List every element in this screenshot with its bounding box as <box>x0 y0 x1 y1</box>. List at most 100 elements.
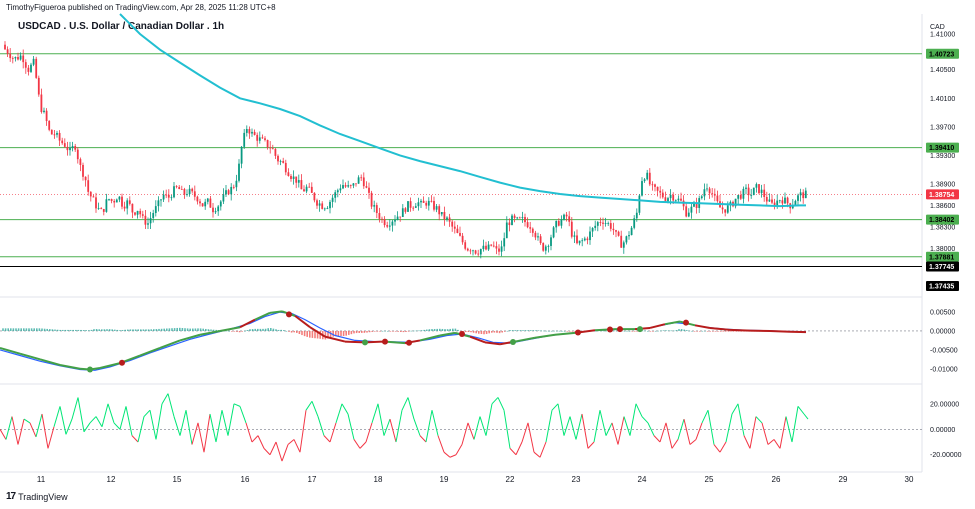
candle-body <box>97 208 100 209</box>
y-tick-label: 1.40100 <box>930 96 955 103</box>
x-tick-label: 22 <box>506 475 515 484</box>
macd-line-segment <box>384 340 406 345</box>
macd-histogram-bar <box>628 330 631 332</box>
macd-histogram-bar <box>17 328 20 331</box>
candle-body <box>417 202 420 207</box>
candle-body <box>672 194 675 201</box>
macd-histogram-bar <box>714 330 717 332</box>
osc-line-segment <box>503 410 511 449</box>
candle-body <box>674 200 677 202</box>
macd-histogram-bar <box>43 328 46 331</box>
candle-body <box>739 195 742 199</box>
macd-line-segment <box>419 334 441 342</box>
candle-body <box>282 160 285 163</box>
osc-line-segment <box>479 416 487 436</box>
osc-line-segment <box>389 418 397 443</box>
osc-line-segment <box>437 435 445 453</box>
candle-body <box>479 249 482 255</box>
macd-histogram-bar <box>449 328 451 331</box>
candle-body <box>773 202 776 206</box>
candle-body <box>690 206 693 213</box>
osc-line-segment <box>287 439 295 445</box>
macd-histogram-bar <box>688 330 691 332</box>
macd-histogram-bar <box>353 330 355 334</box>
candle-body <box>128 200 131 204</box>
macd-histogram-bar <box>394 330 397 332</box>
macd-histogram-bar <box>116 329 119 331</box>
candle-body <box>641 181 643 196</box>
osc-line-segment <box>509 448 517 456</box>
macd-histogram-bar <box>51 329 54 331</box>
macd-histogram-bar <box>678 329 680 331</box>
macd-histogram-bar <box>192 328 194 331</box>
candle-body <box>219 201 222 207</box>
candle-body <box>724 209 727 213</box>
macd-histogram-bar <box>155 329 158 331</box>
osc-line-segment <box>53 406 61 427</box>
level-tag <box>926 48 959 59</box>
tradingview-brand[interactable]: 17 TradingView <box>6 491 68 502</box>
macd-histogram-bar <box>64 329 67 331</box>
candle-body <box>165 194 168 196</box>
macd-histogram-bar <box>319 330 321 339</box>
macd-histogram-bar <box>62 329 64 331</box>
candle-body <box>620 235 623 248</box>
macd-line-segment <box>324 335 346 343</box>
candle-body <box>308 186 311 188</box>
grid <box>0 14 923 473</box>
candle-body <box>141 214 144 216</box>
osc-line-segment <box>773 439 781 449</box>
macd-histogram-bar <box>574 330 576 332</box>
osc-line-segment <box>245 422 253 443</box>
macd-histogram-bar <box>225 330 228 332</box>
candle-body <box>659 190 662 193</box>
osc-line-segment <box>239 406 247 424</box>
macd-histogram-bar <box>93 329 95 331</box>
x-tick-label: 17 <box>308 475 317 484</box>
candle-body <box>581 240 584 242</box>
macd-line-segment <box>179 333 201 342</box>
candle-body <box>318 203 321 206</box>
macd-line-segment <box>99 362 121 369</box>
macd-histogram-bar <box>189 328 191 331</box>
macd-cross-marker <box>362 339 368 346</box>
candle-body <box>313 192 316 201</box>
candle-body <box>295 176 298 183</box>
osc-line-segment <box>107 403 115 424</box>
osc-line-segment <box>65 418 73 435</box>
macd-histogram-bar <box>56 329 59 331</box>
candle-body <box>383 218 386 226</box>
candle-body <box>251 131 253 134</box>
macd-histogram-bar <box>103 329 106 331</box>
candle-body <box>747 187 750 196</box>
macd-histogram-bar <box>374 330 376 332</box>
osc-line-segment <box>401 397 409 411</box>
candle-body <box>446 217 448 220</box>
macd-histogram-bar <box>267 328 269 331</box>
macd-histogram-bar <box>433 328 436 331</box>
macd-histogram-bar <box>392 330 394 332</box>
candle-body <box>173 186 175 198</box>
candle-body <box>443 212 446 220</box>
macd-histogram-bar <box>280 329 282 331</box>
macd-histogram-bar <box>127 329 129 331</box>
macd-histogram-bar <box>90 329 93 331</box>
candle-body <box>235 180 238 188</box>
candle-body <box>760 189 763 194</box>
osc-line-segment <box>713 444 721 453</box>
candle-body <box>677 198 680 201</box>
candle-body <box>243 132 246 147</box>
macd-histogram-bar <box>558 330 561 332</box>
candle-body <box>131 203 134 213</box>
candle-body <box>680 198 682 201</box>
macd-histogram-bar <box>184 328 186 331</box>
macd-histogram-bar <box>283 330 285 331</box>
candle-body <box>287 172 290 176</box>
candle-body <box>784 197 786 204</box>
candle-body <box>778 200 781 202</box>
macd-histogram-bar <box>662 330 665 331</box>
macd-histogram-bar <box>277 329 280 331</box>
osc-line-segment <box>143 409 151 417</box>
candle-body <box>316 200 318 206</box>
